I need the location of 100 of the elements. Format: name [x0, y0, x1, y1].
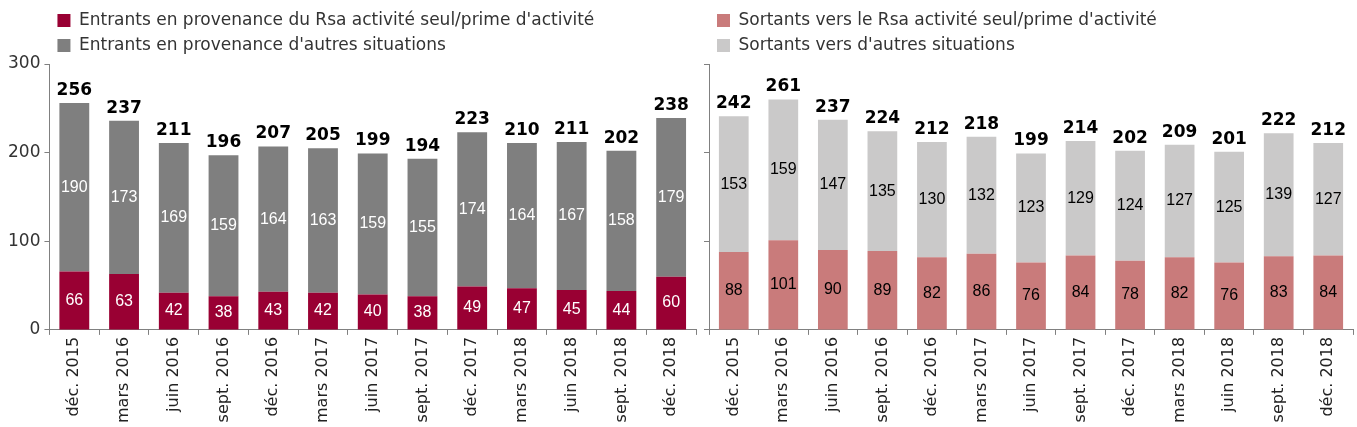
bar [109, 120, 139, 275]
total-label: 196 [205, 131, 242, 152]
total-label: 214 [1062, 117, 1099, 138]
bar [656, 276, 687, 330]
x-tick-label: juin 2017 [1020, 336, 1040, 413]
bar [1263, 256, 1294, 330]
data-label: 38 [413, 303, 432, 321]
data-label: 40 [363, 302, 382, 320]
data-label: 89 [873, 280, 892, 298]
bar [457, 132, 488, 287]
data-label: 173 [110, 187, 138, 205]
bar [158, 142, 189, 293]
y-tick-label: 300 [7, 52, 41, 73]
bar [1313, 255, 1344, 330]
x-tick-label: juin 2016 [162, 336, 182, 413]
data-label: 42 [314, 301, 332, 319]
data-label: 82 [923, 283, 941, 301]
data-label: 43 [264, 300, 283, 318]
data-label: 86 [972, 281, 991, 299]
x-tick-label: déc. 2018 [660, 336, 680, 417]
x-tick-label: juin 2017 [361, 336, 381, 413]
data-label: 159 [359, 214, 387, 232]
data-label: 132 [968, 185, 995, 203]
data-label: 169 [160, 208, 188, 226]
x-tick-label: mars 2017 [970, 336, 990, 423]
bar [718, 116, 749, 252]
x-tick-label: sept. 2018 [610, 336, 630, 423]
legend-label: Entrants en provenance du Rsa activité seul/prime d'activité [78, 8, 595, 29]
data-label: 76 [1022, 286, 1040, 304]
data-label: 159 [769, 160, 797, 178]
x-tick-label: déc. 2015 [63, 336, 83, 417]
data-label: 179 [657, 187, 685, 205]
bar [407, 158, 438, 297]
data-label: 167 [558, 206, 586, 224]
data-label: 190 [60, 177, 88, 195]
bar [1065, 141, 1096, 256]
x-tick-label: déc. 2017 [461, 336, 481, 417]
x-tick-label: déc. 2016 [921, 336, 941, 417]
data-label: 164 [508, 205, 536, 223]
x-tick-label: mars 2016 [772, 336, 792, 423]
y-tick-label: 100 [7, 229, 41, 250]
data-label: 82 [1170, 283, 1189, 301]
bar [768, 99, 799, 241]
data-label: 88 [724, 281, 743, 299]
x-tick-label: sept. 2018 [1267, 336, 1287, 423]
data-label: 84 [1319, 282, 1338, 300]
bar [656, 118, 687, 277]
bar [1016, 153, 1046, 263]
data-label: 47 [513, 299, 531, 317]
bar [208, 155, 239, 297]
data-label: 147 [819, 175, 847, 193]
bar [357, 153, 388, 295]
total-label: 238 [653, 93, 689, 114]
legend-label: Sortants vers d'autres situations [738, 33, 1015, 54]
x-tick-label: sept. 2016 [871, 336, 891, 423]
total-label: 199 [1013, 129, 1049, 150]
x-tick-label: déc. 2016 [262, 336, 282, 417]
data-label: 78 [1121, 285, 1140, 303]
total-label: 211 [553, 117, 590, 138]
total-label: 205 [305, 124, 341, 145]
bar [507, 288, 537, 330]
bar [1164, 144, 1195, 258]
data-label: 63 [115, 292, 134, 310]
data-label: 42 [164, 301, 183, 319]
bar [507, 142, 537, 289]
legend-label: Entrants en provenance d'autres situations [78, 33, 447, 54]
total-label: 237 [815, 95, 851, 116]
total-label: 261 [765, 75, 802, 96]
x-tick-label: mars 2018 [511, 336, 531, 423]
data-label: 153 [720, 174, 748, 192]
bar [1263, 133, 1294, 257]
data-label: 45 [562, 300, 581, 318]
total-label: 242 [716, 92, 752, 113]
bar [1065, 255, 1096, 330]
total-label: 237 [106, 96, 142, 117]
bar [917, 142, 947, 258]
data-label: 76 [1220, 286, 1239, 304]
total-label: 210 [504, 118, 540, 139]
x-tick-label: déc. 2017 [1119, 336, 1139, 417]
data-label: 159 [210, 216, 237, 234]
total-label: 211 [156, 118, 192, 139]
bar [917, 257, 947, 330]
bar [1115, 150, 1145, 261]
total-label: 207 [255, 122, 291, 143]
bar [1016, 262, 1046, 330]
x-tick-label: sept. 2016 [212, 336, 232, 423]
data-label: 90 [823, 280, 842, 298]
bar [817, 119, 848, 251]
bar [258, 146, 289, 292]
data-label: 127 [1314, 189, 1342, 207]
x-tick-label: sept. 2017 [411, 336, 431, 423]
data-label: 123 [1017, 198, 1045, 216]
data-label: 135 [869, 181, 896, 199]
bar [457, 286, 488, 330]
data-label: 155 [409, 217, 436, 235]
data-label: 124 [1116, 196, 1144, 214]
bar [59, 271, 90, 330]
data-label: 101 [769, 275, 797, 293]
bar [768, 240, 799, 330]
bar [817, 250, 848, 330]
